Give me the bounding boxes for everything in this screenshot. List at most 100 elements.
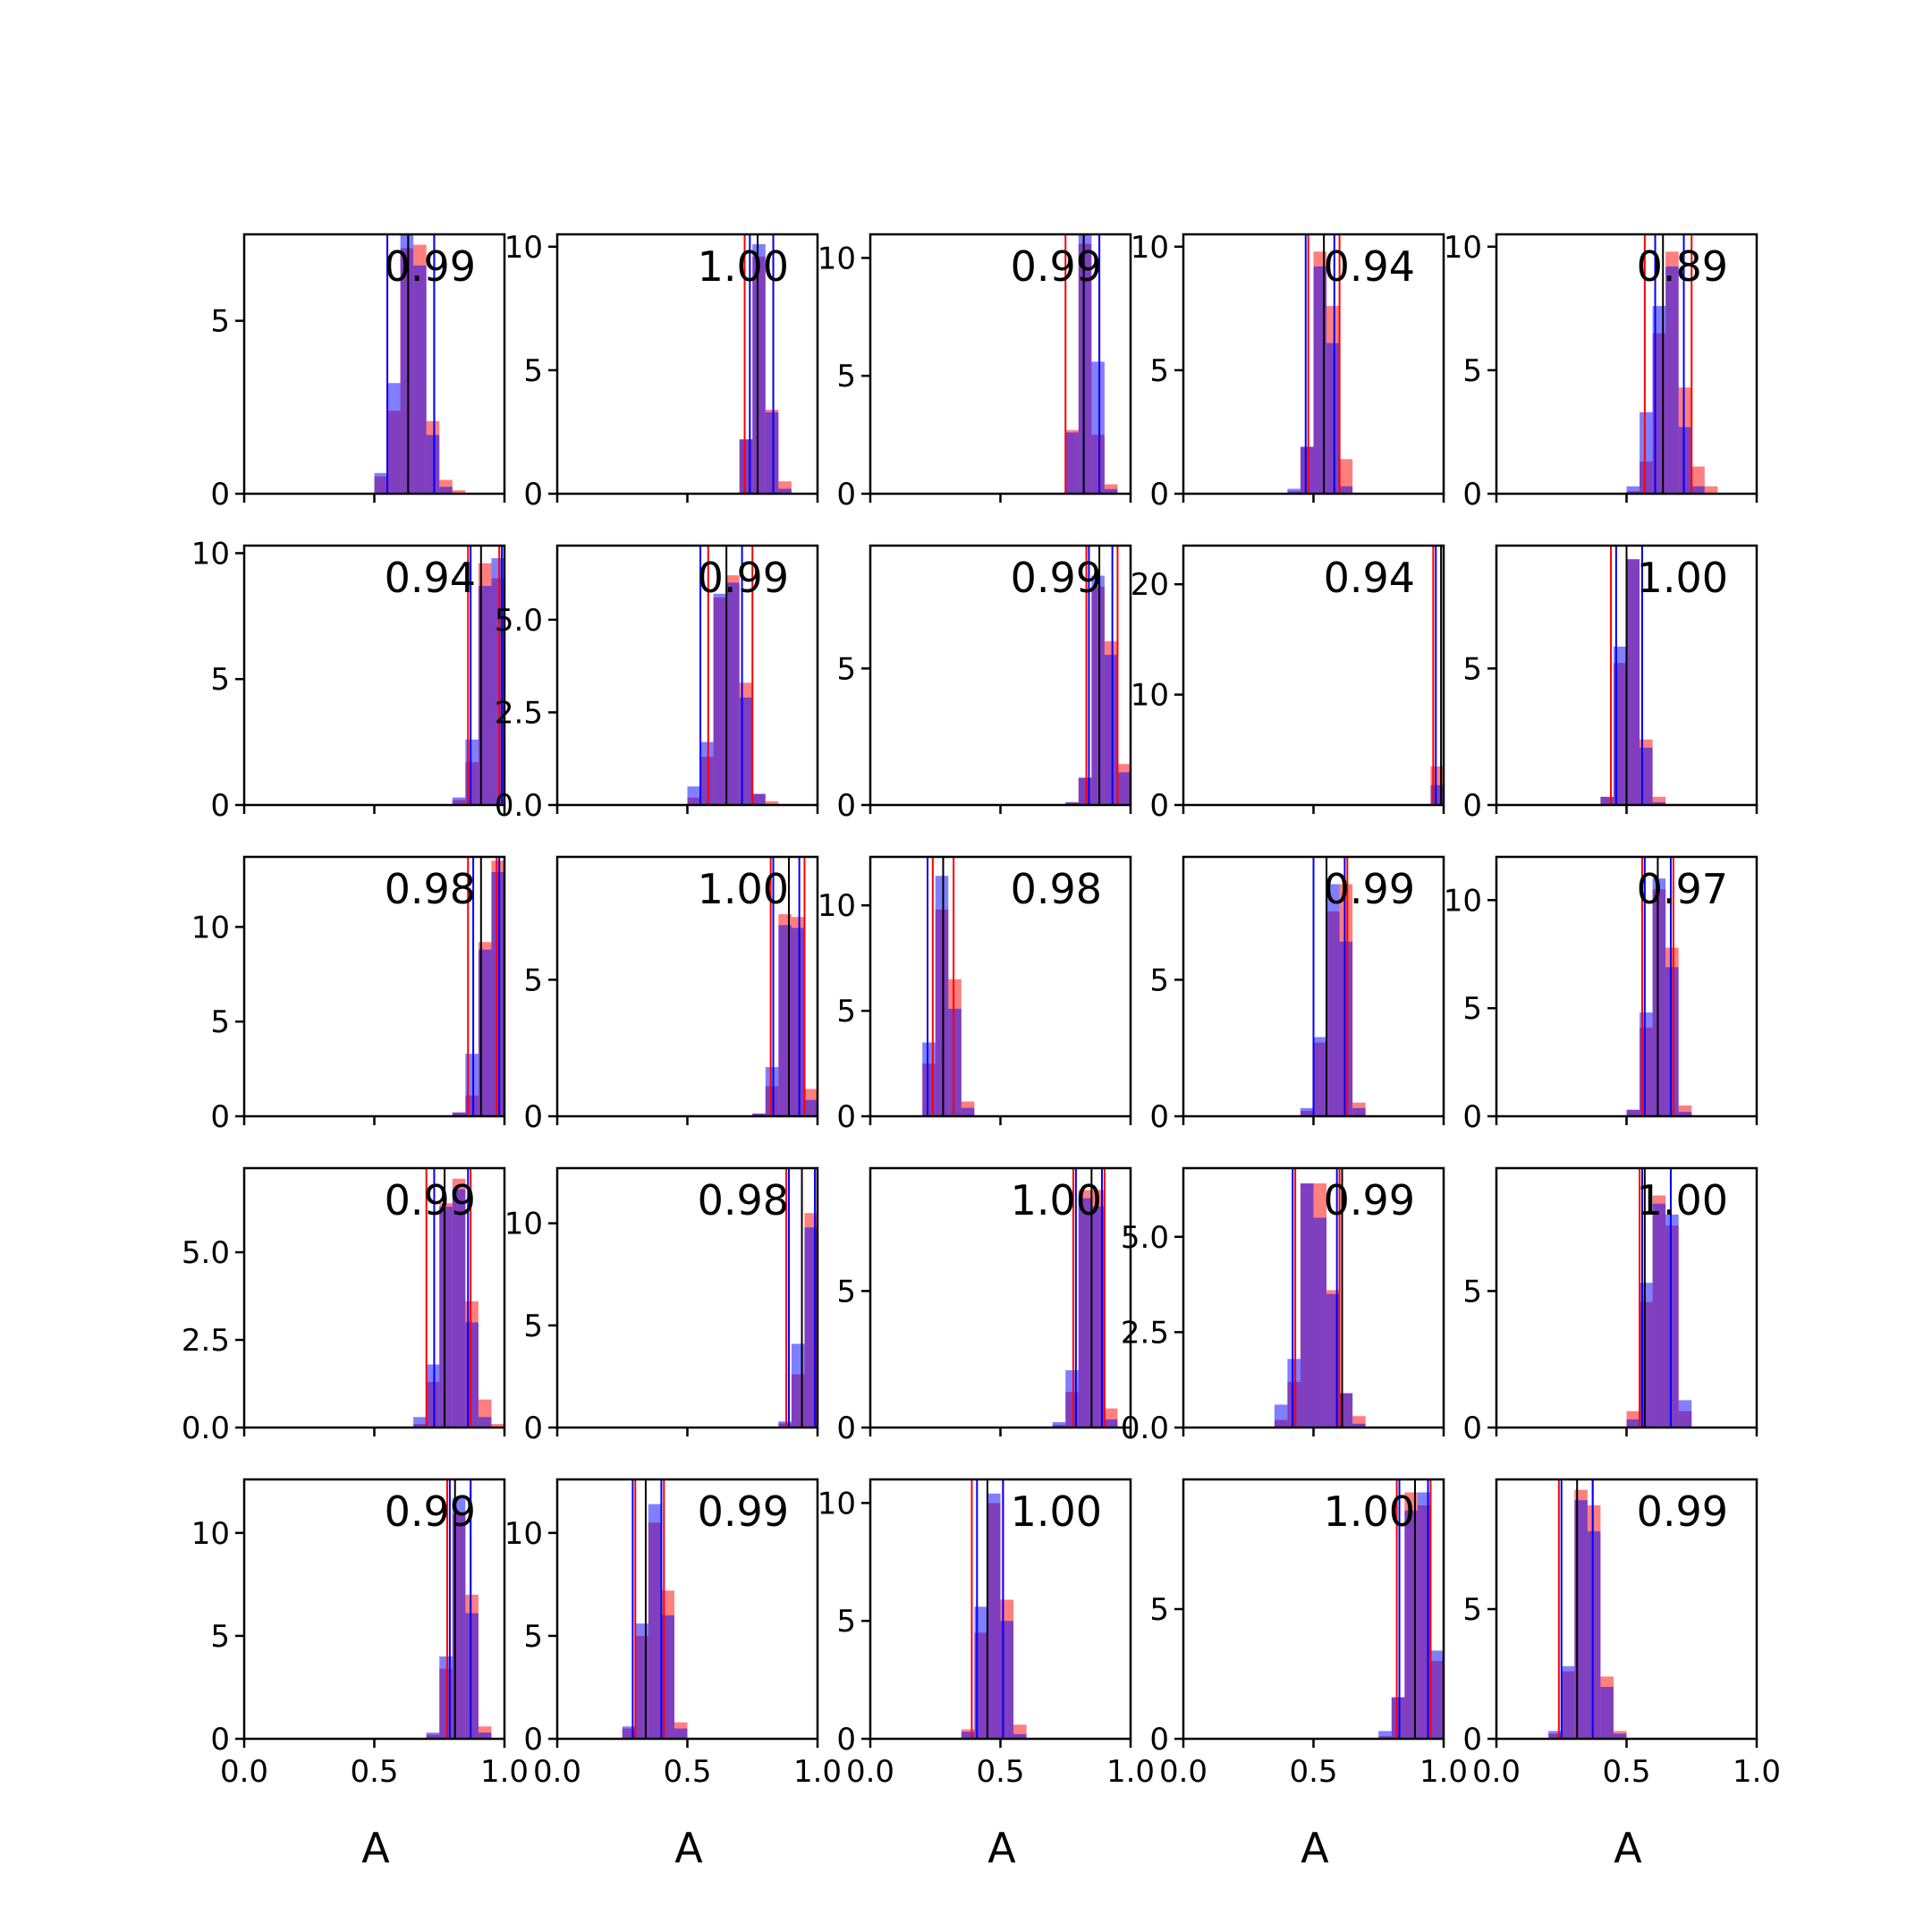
ytick-label-r3-c4-1: 5 <box>1149 962 1169 998</box>
ytick-label-r4-c4-1: 2.5 <box>1121 1315 1169 1351</box>
red-bar-r2-c4-2 <box>1444 596 1457 805</box>
panel-r4-c5: 051.00 <box>1462 1166 1758 1446</box>
red-bar-r4-c2-3 <box>818 1182 831 1428</box>
panel-r3-c3: 0 5 10 0.98 <box>818 855 1132 1135</box>
blue-bar-r3-c4-3 <box>1339 941 1353 1116</box>
blue-bar-r4-c2-0 <box>778 1421 792 1428</box>
ytick-label-r1-c2-1: 5 <box>523 353 543 389</box>
panel-r4-c4: 0.0 2.5 5.0 0.99 <box>1121 1166 1445 1446</box>
blue-bar-r1-c3-2 <box>1091 361 1105 494</box>
ytick-label-r3-c5-1: 5 <box>1462 991 1482 1027</box>
score-label-r3-c4: 0.99 <box>1324 865 1415 913</box>
blue-bar-r4-c1-3 <box>452 1189 466 1428</box>
blue-bar-r5-c5-1 <box>1561 1665 1575 1739</box>
plot-area-r3-c2 <box>752 857 818 1116</box>
x-axis-label-col-5: A <box>1614 1824 1642 1872</box>
blue-bar-r4-c5-3 <box>1665 1214 1679 1428</box>
panel-r4-c3: 051.00 <box>836 1166 1132 1446</box>
ytick-label-r4-c5-0: 0 <box>1462 1411 1482 1446</box>
blue-bar-r5-c4-1 <box>1391 1697 1405 1739</box>
ytick-label-r1-c5-1: 5 <box>1462 353 1482 389</box>
blue-bar-r3-c4-4 <box>1352 1107 1366 1116</box>
blue-bar-r4-c5-4 <box>1678 1400 1692 1428</box>
red-bar-r2-c5-4 <box>1652 796 1666 805</box>
plot-area-r1-c3 <box>1064 234 1118 494</box>
score-label-r3-c3: 0.98 <box>1011 865 1102 913</box>
score-label-r4-c1: 0.99 <box>385 1176 476 1224</box>
blue-bar-r3-c2-4 <box>804 1099 818 1116</box>
blue-bar-r3-c3-1 <box>935 876 949 1116</box>
ytick-label-r3-c1-0: 0 <box>210 1099 230 1135</box>
blue-bar-r3-c3-3 <box>961 1107 975 1116</box>
xtick-label-r5-c5-0: 0.0 <box>1472 1754 1521 1790</box>
red-bar-r4-c1-6 <box>491 1424 504 1428</box>
panel-r3-c1: 0 5 10 0.98 <box>191 855 518 1135</box>
blue-bar-r1-c1-2 <box>400 234 414 494</box>
ytick-label-r1-c4-2: 10 <box>1131 230 1169 266</box>
ytick-label-r4-c2-0: 0 <box>523 1411 543 1446</box>
ytick-label-r1-c2-2: 10 <box>504 230 543 266</box>
blue-bar-r1-c1-0 <box>374 472 388 494</box>
xtick-label-r5-c2-0: 0.0 <box>533 1754 581 1790</box>
blue-bar-r5-c1-0 <box>426 1733 440 1739</box>
plot-area-r2-c4 <box>1430 546 1457 805</box>
blue-bar-r4-c2-3 <box>818 1174 831 1428</box>
blue-bar-r2-c2-5 <box>752 793 766 805</box>
plot-area-r5-c3 <box>961 1479 1027 1739</box>
ytick-label-r4-c2-2: 10 <box>504 1207 543 1242</box>
xtick-label-r5-c5-1: 0.5 <box>1602 1754 1650 1790</box>
blue-bar-r3-c1-4 <box>504 1089 518 1116</box>
plot-area-r1-c5 <box>1626 234 1718 494</box>
plot-area-r1-c4 <box>1287 234 1353 494</box>
x-axis-label-col-3: A <box>987 1824 1016 1872</box>
blue-bar-r5-c2-2 <box>648 1504 662 1739</box>
panel-r2-c4: 0 10 20 0.94 <box>1131 544 1457 824</box>
blue-bar-r3-c2-1 <box>765 1067 779 1116</box>
blue-bar-r1-c5-4 <box>1678 427 1692 494</box>
score-label-r4-c3: 1.00 <box>1011 1176 1102 1224</box>
ytick-label-r1-c3-1: 5 <box>836 359 856 394</box>
ytick-label-r1-c5-2: 10 <box>1444 230 1482 266</box>
panel-r5-c1: 0 5 10 0.0 0.5 1.0 0.99 <box>191 1478 529 1790</box>
blue-bar-r1-c1-3 <box>413 265 427 494</box>
blue-bar-r1-c1-4 <box>426 435 440 494</box>
panel-r1-c4: 0 5 10 0.94 <box>1131 230 1445 513</box>
ytick-label-r5-c1-2: 10 <box>191 1516 230 1552</box>
plot-area-r4-c4 <box>1274 1168 1366 1428</box>
panel-r5-c3: 0 5 10 0.0 0.5 1.0 1.00 <box>818 1478 1155 1790</box>
blue-bar-r2-c2-2 <box>713 593 727 805</box>
blue-bar-r2-c2-0 <box>687 786 701 805</box>
blue-bar-r1-c4-3 <box>1326 343 1340 494</box>
panel-r1-c2: 0 5 10 1.00 <box>504 230 819 513</box>
ytick-label-r4-c3-1: 5 <box>836 1274 856 1309</box>
score-label-r5-c5: 0.99 <box>1637 1487 1728 1536</box>
ytick-label-r4-c1-2: 5.0 <box>182 1235 230 1271</box>
plot-area-r2-c1 <box>452 546 504 805</box>
blue-bar-r2-c3-3 <box>1104 655 1118 805</box>
blue-bar-r3-c5-2 <box>1652 878 1666 1116</box>
ytick-label-r5-c5-1: 5 <box>1462 1592 1482 1628</box>
panel-r5-c4: 0 5 0.0 0.5 1.0 1.00 <box>1149 1478 1468 1790</box>
ytick-label-r4-c2-1: 5 <box>523 1309 543 1344</box>
blue-bar-r3-c1-3 <box>491 871 504 1116</box>
red-bar-r1-c5-6 <box>1704 486 1718 494</box>
ytick-label-r2-c1-1: 5 <box>210 662 230 698</box>
score-label-r2-c2: 0.99 <box>698 554 789 602</box>
ytick-label-r5-c3-1: 5 <box>836 1604 856 1640</box>
blue-bar-r2-c1-0 <box>452 797 466 805</box>
score-label-r4-c5: 1.00 <box>1637 1176 1728 1224</box>
ytick-label-r2-c4-0: 0 <box>1149 788 1169 824</box>
panel-r2-c3: 050.99 <box>836 544 1132 824</box>
ytick-label-r5-c2-2: 10 <box>504 1516 543 1552</box>
panel-r4-c1: 0.0 2.5 5.0 0.99 <box>182 1166 506 1446</box>
xtick-label-r5-c1-1: 0.5 <box>350 1754 398 1790</box>
plot-area-r5-c2 <box>622 1479 688 1739</box>
ytick-label-r5-c3-2: 10 <box>818 1486 856 1521</box>
ytick-label-r1-c5-0: 0 <box>1462 477 1482 513</box>
ytick-label-r2-c3-1: 5 <box>836 651 856 687</box>
blue-bar-r1-c1-1 <box>387 383 401 494</box>
blue-bar-r2-c5-4 <box>1652 801 1666 805</box>
ytick-label-r2-c5-1: 5 <box>1462 651 1482 687</box>
plot-area-r1-c2 <box>739 234 792 494</box>
score-label-r4-c4: 0.99 <box>1324 1176 1415 1224</box>
